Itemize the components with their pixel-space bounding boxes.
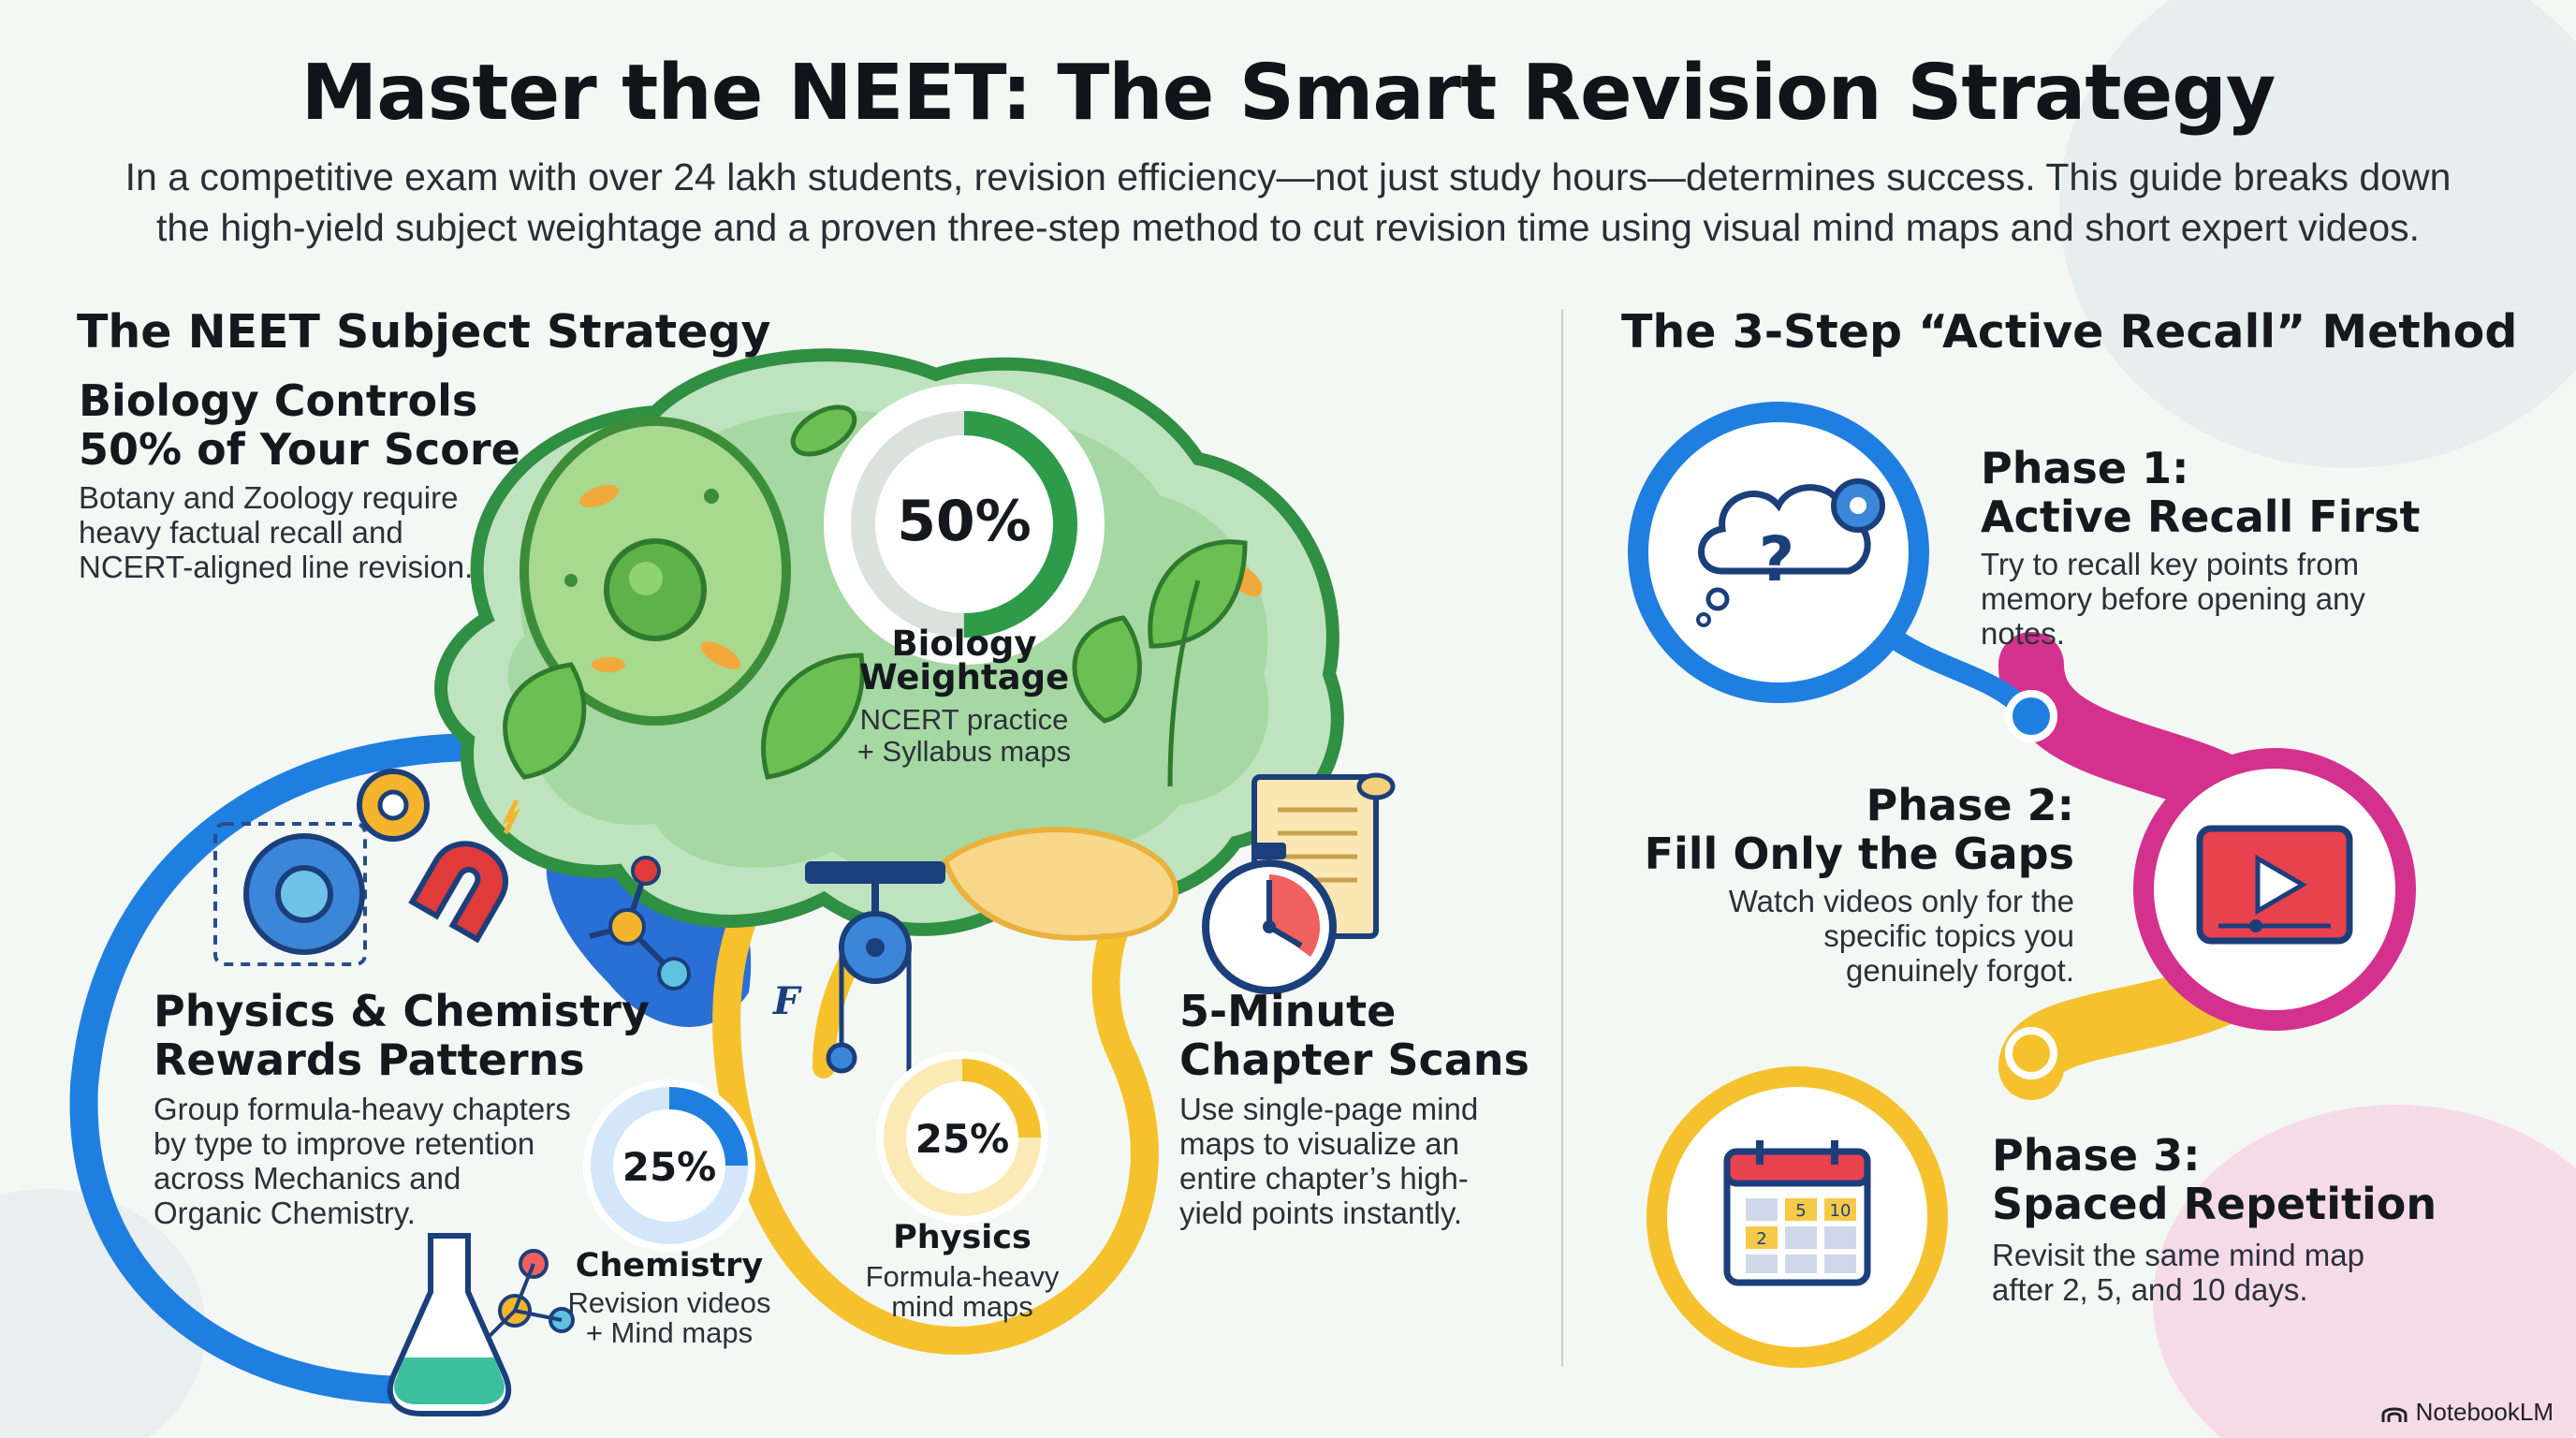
phase1-description: Try to recall key points from memory bef… xyxy=(1981,547,2365,651)
physics-label: Physics xyxy=(893,1219,1032,1256)
calendar-day-5: 5 xyxy=(1795,1201,1806,1221)
gears-magnet-icon xyxy=(213,769,521,966)
right-section-heading: The 3-Step “Active Recall” Method xyxy=(1621,305,2518,359)
video-play-icon xyxy=(2196,825,2353,945)
chemistry-donut-arc xyxy=(591,1087,748,1244)
physics-sublabel: Formula-heavy mind maps xyxy=(865,1260,1060,1323)
phase2-title: Phase 2: Fill Only the Gaps xyxy=(1644,780,2074,879)
molecule-icon xyxy=(589,856,691,990)
biology-donut-arc xyxy=(851,411,1077,638)
calendar-icon: 5 10 2 xyxy=(1723,1140,1871,1286)
biology-title: Biology Controls 50% of Your Score xyxy=(79,375,520,475)
biology-sublabel: NCERT practice + Syllabus maps xyxy=(856,703,1072,768)
biology-description: Botany and Zoology require heavy factual… xyxy=(79,480,474,584)
stopwatch-icon xyxy=(1202,843,1337,994)
thought-cloud-icon xyxy=(1696,478,1885,627)
notebooklm-brand: NotebookLM xyxy=(2380,1398,2554,1427)
node-1 xyxy=(2005,690,2057,742)
notebooklm-label: NotebookLM xyxy=(2415,1398,2554,1426)
cerebellum xyxy=(942,827,1179,941)
chemistry-sublabel: Revision videos + Mind maps xyxy=(567,1286,771,1349)
chapter-scans-description: Use single-page mind maps to visualize a… xyxy=(1179,1092,1479,1230)
left-section-heading: The NEET Subject Strategy xyxy=(77,305,771,359)
leaf-right-1 xyxy=(1148,539,1248,649)
leaf-right-2 xyxy=(1072,615,1142,724)
subtitle-line-1: In a competitive exam with over 24 lakh … xyxy=(124,155,2452,198)
question-mark: ? xyxy=(1759,523,1794,595)
biology-label: Biology Weightage xyxy=(858,624,1070,697)
chemistry-percent: 25% xyxy=(622,1144,717,1190)
page-subtitle: In a competitive exam with over 24 lakh … xyxy=(112,152,2464,253)
calendar-day-2: 2 xyxy=(1756,1229,1766,1249)
subject-strategy-illustration xyxy=(69,348,1396,1416)
chemistry-label: Chemistry xyxy=(575,1247,764,1284)
phase3-description: Revisit the same mind map after 2, 5, an… xyxy=(1992,1238,2364,1307)
chemistry-blue-arc xyxy=(69,733,538,1404)
leaf-left xyxy=(503,662,587,780)
phase2-description: Watch videos only for the specific topic… xyxy=(1728,884,2074,988)
phase3-title: Phase 3: Spaced Repetition xyxy=(1992,1130,2437,1229)
chapter-scans-title: 5-Minute Chapter Scans xyxy=(1179,986,1530,1085)
biology-percent: 50% xyxy=(897,489,1032,554)
page-title: Master the NEET: The Smart Revision Stra… xyxy=(300,49,2276,138)
flask-icon xyxy=(387,1233,575,1416)
node-3 xyxy=(2005,1027,2057,1079)
section-divider xyxy=(1561,309,1563,1367)
physics-percent: 25% xyxy=(915,1116,1010,1162)
physics-chemistry-description: Group formula-heavy chapters by type to … xyxy=(154,1092,571,1230)
calendar-day-10: 10 xyxy=(1830,1201,1852,1221)
leaf-mid xyxy=(761,653,865,780)
subtitle-line-2: the high-yield subject weightage and a p… xyxy=(155,206,2421,249)
physics-chemistry-title: Physics & Chemistry Rewards Patterns xyxy=(154,986,650,1085)
phase1-title: Phase 1: Active Recall First xyxy=(1981,443,2421,542)
physics-donut-arc xyxy=(884,1059,1041,1216)
physics-yellow-arc xyxy=(712,847,1175,1355)
force-vector-symbol: F xyxy=(773,979,800,1023)
active-recall-illustration: ? 5 10 2 xyxy=(1628,402,2416,1368)
notebooklm-logo-icon xyxy=(2381,1407,2408,1422)
bg-blob-top-right xyxy=(2059,0,2576,468)
